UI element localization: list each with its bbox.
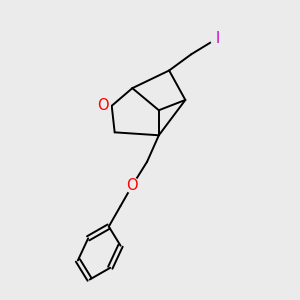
Text: O: O [127, 178, 138, 193]
Text: I: I [216, 31, 220, 46]
Text: O: O [97, 98, 109, 113]
Circle shape [95, 98, 110, 113]
Circle shape [125, 178, 140, 193]
Circle shape [210, 31, 225, 46]
